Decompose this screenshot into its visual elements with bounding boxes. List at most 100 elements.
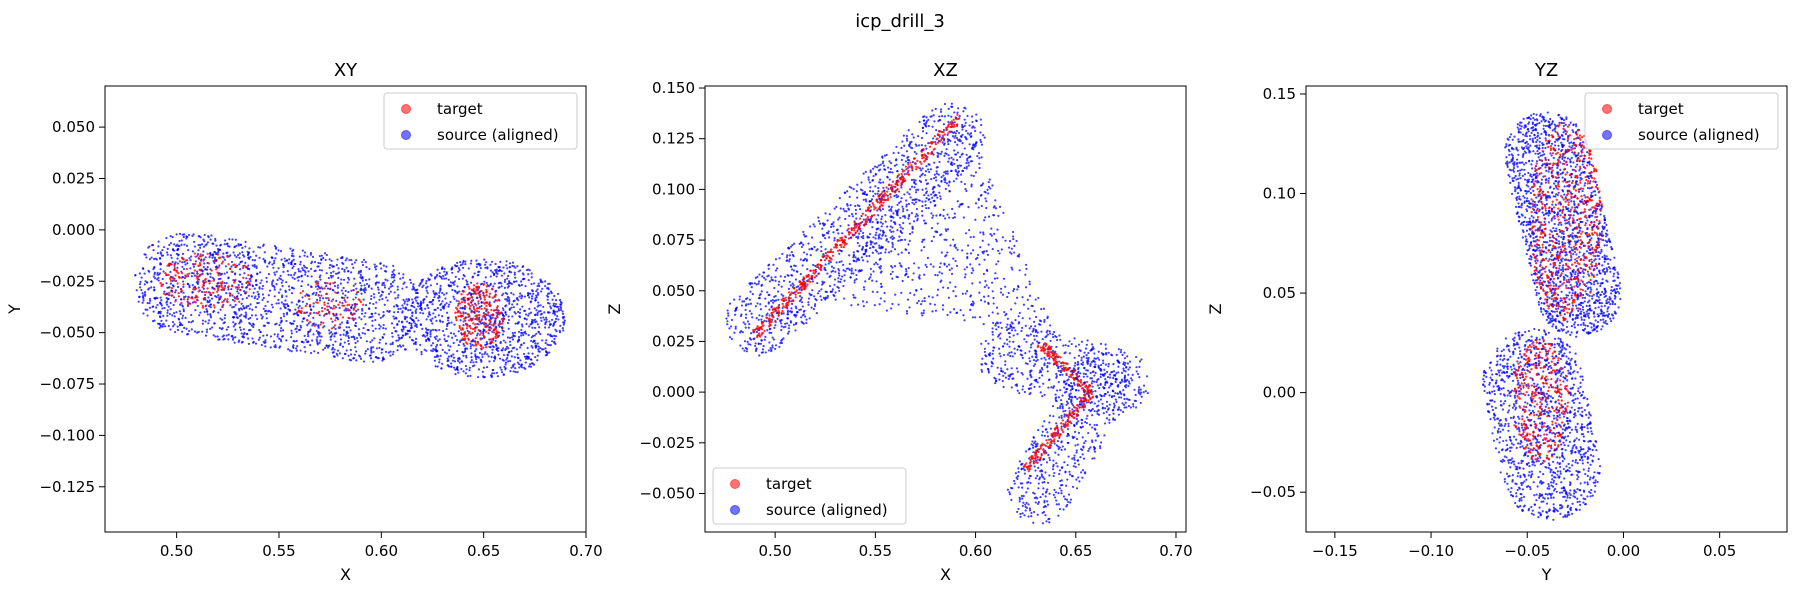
scatter-point [371, 346, 375, 349]
scatter-point [496, 331, 499, 335]
scatter-point [466, 313, 469, 316]
scatter-point [459, 306, 462, 310]
scatter-point [749, 302, 753, 305]
scatter-point [172, 325, 175, 328]
scatter-point [278, 337, 281, 340]
scatter-point [433, 296, 436, 299]
scatter-point [894, 209, 897, 212]
scatter-point [411, 314, 414, 317]
scatter-point [494, 339, 497, 343]
scatter-point [446, 324, 449, 328]
scatter-point [777, 298, 780, 301]
scatter-point [763, 319, 766, 322]
scatter-point [475, 334, 479, 337]
scatter-point [331, 274, 334, 278]
scatter-point [741, 347, 744, 350]
scatter-point [471, 276, 474, 279]
scatter-point [472, 287, 475, 290]
scatter-point [220, 262, 224, 265]
scatter-point [477, 342, 480, 345]
scatter-point [879, 257, 882, 260]
scatter-point [890, 219, 893, 222]
scatter-point [773, 286, 776, 290]
scatter-point [506, 354, 509, 357]
scatter-point [531, 326, 534, 329]
scatter-point [477, 262, 480, 265]
scatter-point [967, 164, 970, 167]
scatter-point [360, 312, 364, 315]
scatter-point [432, 290, 435, 293]
scatter-point [780, 328, 783, 332]
scatter-point [933, 303, 936, 306]
scatter-point [332, 355, 335, 358]
scatter-point [389, 350, 392, 353]
scatter-point [438, 358, 441, 361]
scatter-point [841, 232, 844, 235]
scatter-point [332, 312, 335, 316]
scatter-point [327, 297, 330, 300]
scatter-point [320, 335, 323, 338]
scatter-point [947, 154, 950, 157]
scatter-point [518, 284, 521, 287]
scatter-point [181, 265, 184, 268]
scatter-point [956, 174, 960, 177]
scatter-point [404, 307, 408, 310]
legend-label: source (aligned) [437, 126, 559, 144]
scatter-point [517, 330, 521, 333]
scatter-point [401, 304, 404, 307]
scatter-point [396, 288, 399, 291]
scatter-point [467, 285, 470, 288]
scatter-point [963, 166, 966, 170]
scatter-point [498, 269, 501, 272]
scatter-point [401, 287, 404, 290]
scatter-point [813, 304, 817, 308]
scatter-point [219, 308, 222, 311]
scatter-point [475, 263, 479, 266]
scatter-point [767, 349, 771, 352]
scatter-point [312, 305, 315, 308]
scatter-point [882, 160, 885, 163]
scatter-point [453, 297, 456, 300]
scatter-point [891, 266, 894, 269]
scatter-point [921, 314, 924, 317]
scatter-point [739, 344, 742, 347]
scatter-point [902, 163, 905, 166]
scatter-point [819, 295, 822, 298]
scatter-point [1016, 296, 1019, 299]
scatter-point [925, 120, 928, 123]
scatter-point [166, 303, 169, 306]
scatter-point [540, 279, 543, 282]
scatter-point [216, 290, 219, 293]
scatter-point [290, 329, 293, 332]
scatter-point [471, 327, 475, 331]
scatter-point [347, 276, 350, 279]
scatter-point [559, 308, 563, 311]
scatter-point [983, 136, 986, 139]
scatter-point [535, 294, 538, 297]
scatter-point [482, 291, 485, 295]
scatter-point [447, 355, 450, 358]
scatter-point [370, 349, 373, 353]
scatter-point [330, 276, 333, 279]
scatter-point [886, 194, 889, 197]
scatter-point [871, 167, 875, 170]
scatter-point [903, 144, 906, 147]
scatter-point [475, 314, 478, 317]
scatter-point [234, 286, 237, 289]
scatter-point [222, 252, 225, 255]
scatter-point [979, 138, 982, 142]
scatter-point [987, 215, 991, 218]
scatter-point [150, 286, 153, 289]
scatter-point [471, 317, 475, 320]
scatter-point [256, 297, 259, 301]
scatter-point [359, 281, 362, 285]
scatter-point [181, 304, 184, 307]
scatter-point [528, 269, 531, 272]
scatter-point [877, 169, 881, 172]
scatter-point [196, 280, 199, 283]
scatter-point [334, 306, 338, 309]
scatter-point [559, 303, 562, 306]
scatter-point [309, 351, 313, 355]
scatter-point [152, 275, 155, 278]
scatter-point [396, 310, 400, 314]
